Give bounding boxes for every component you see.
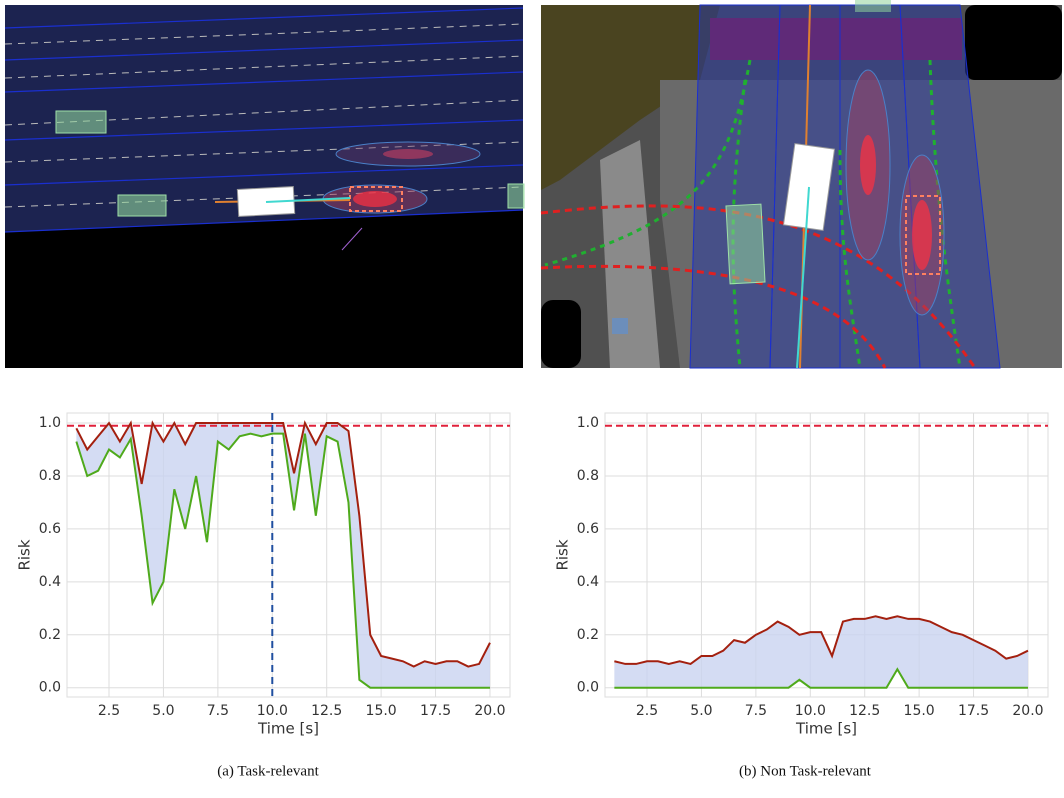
y-tick-label: 0.4 [39,574,61,590]
y-tick-label: 0.2 [577,627,599,643]
x-tick-label: 20.0 [1012,703,1043,719]
x-tick-label: 20.0 [474,703,505,719]
series-line [75,432,490,689]
y-tick-label: 1.0 [39,415,61,431]
y-tick-label: 0.0 [577,680,599,696]
x-tick-label: 17.5 [420,703,451,719]
y-tick-label: 0.2 [39,627,61,643]
y-axis-label: Risk [554,539,572,570]
x-tick-label: 7.5 [207,703,229,719]
y-tick-label: 0.8 [39,468,61,484]
x-tick-label: 2.5 [636,703,658,719]
x-tick-label: 17.5 [958,703,989,719]
series-line [614,667,1028,689]
series-line [614,615,1029,665]
risk-band [76,423,490,688]
x-tick-label: 15.0 [366,703,397,719]
y-axis-label: Risk [16,539,34,570]
x-tick-label: 5.0 [690,703,712,719]
x-tick-label: 7.5 [745,703,767,719]
scene-right [540,0,1062,369]
x-axis-label: Time [s] [795,720,857,738]
y-tick-label: 0.4 [577,574,599,590]
scene-left [4,5,525,368]
y-tick-label: 0.6 [577,521,599,537]
x-tick-label: 12.5 [311,703,342,719]
charts: 0.0 0.2 0.4 0.6 0.8 1.0 2.5 5.0 7.5 10.0 12.5 15.0 1… [16,412,1049,779]
y-tick-label: 0.0 [39,680,61,696]
caption: (a) Task-relevant [217,763,319,779]
y-tick-label: 0.6 [39,521,61,537]
caption: (b) Non Task-relevant [739,763,872,779]
y-tick-label: 1.0 [577,415,599,431]
x-tick-label: 10.0 [795,703,826,719]
x-tick-label: 2.5 [98,703,120,719]
risk-band [614,616,1028,688]
y-tick-label: 0.8 [577,468,599,484]
x-tick-label: 5.0 [152,703,174,719]
x-tick-label: 10.0 [257,703,288,719]
x-tick-label: 15.0 [904,703,935,719]
series-line [75,420,491,668]
x-tick-label: 12.5 [849,703,880,719]
x-axis-label: Time [s] [257,720,319,738]
